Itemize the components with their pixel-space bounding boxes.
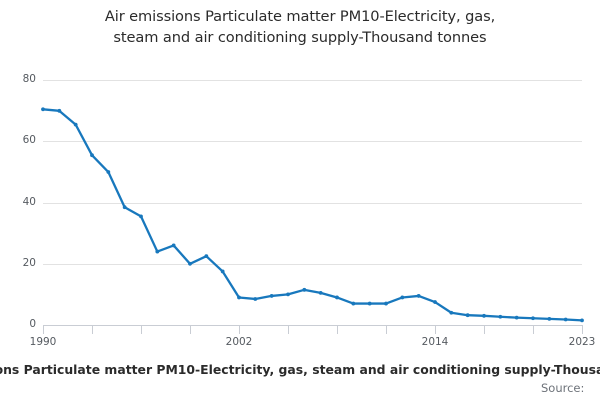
page-title: Air emissions Particulate matter PM10-El… <box>104 8 496 46</box>
data-point-marker <box>57 108 62 113</box>
plot-area <box>43 68 582 325</box>
data-point-marker <box>188 261 192 266</box>
data-point-marker <box>482 313 486 318</box>
data-point-marker <box>220 269 225 274</box>
source-row: Source: <box>0 381 600 399</box>
data-point-marker <box>139 214 143 219</box>
y-tick-label: 40 <box>22 195 36 208</box>
data-point-marker <box>335 295 339 300</box>
x-tick-mark <box>141 325 142 334</box>
data-point-marker <box>465 313 470 318</box>
data-point-marker <box>384 301 388 306</box>
data-point-marker <box>73 122 78 127</box>
data-point-marker <box>367 301 372 306</box>
data-point-marker <box>253 297 258 301</box>
footer-caption: Air emissions Particulate matter PM10-El… <box>0 362 600 382</box>
data-point-marker <box>433 300 437 304</box>
x-tick-mark <box>288 325 289 334</box>
data-point-marker <box>514 315 519 320</box>
footer-caption-text: Air emissions Particulate matter PM10-El… <box>0 362 600 377</box>
data-point-marker <box>580 318 584 323</box>
data-point-marker <box>106 170 111 174</box>
data-point-marker <box>351 301 356 306</box>
data-point-marker <box>563 317 568 322</box>
data-point-marker <box>498 314 503 319</box>
data-point-marker <box>90 153 94 158</box>
series-line <box>41 108 584 322</box>
data-point-marker <box>547 316 552 321</box>
x-tick-mark <box>435 325 436 334</box>
data-point-marker <box>122 205 127 210</box>
y-tick-label: 0 <box>29 318 36 330</box>
x-tick-mark <box>239 325 240 334</box>
x-tick-mark <box>533 325 534 334</box>
x-tick-mark <box>386 325 387 334</box>
data-point-marker <box>449 310 454 315</box>
data-point-marker <box>155 249 160 254</box>
data-point-marker <box>237 295 241 300</box>
data-point-marker <box>400 295 405 300</box>
y-axis-labels: 0 20 40 60 80 <box>0 0 36 400</box>
data-point-marker <box>531 316 535 321</box>
x-tick-label: 2002 <box>225 336 253 348</box>
gridline <box>43 80 582 82</box>
data-point-marker <box>318 290 323 295</box>
y-tick-label: 20 <box>22 256 36 269</box>
y-tick-label: 80 <box>22 73 36 86</box>
x-tick-mark <box>582 325 583 334</box>
x-tick-label: 2014 <box>421 336 449 348</box>
data-point-marker <box>171 243 176 248</box>
gridline <box>43 141 582 143</box>
x-tick-mark <box>92 325 93 334</box>
data-point-marker <box>302 287 307 292</box>
x-tick-label: 2023 <box>568 336 596 348</box>
data-point-marker <box>416 294 421 298</box>
data-point-marker <box>204 254 209 259</box>
x-tick-mark <box>337 325 338 334</box>
data-point-marker <box>286 292 290 297</box>
data-point-marker <box>41 107 45 112</box>
x-tick-mark <box>484 325 485 334</box>
source-label: Source: <box>541 381 585 395</box>
x-axis-labels: 1990 2002 2014 2023 <box>0 325 600 365</box>
x-tick-mark <box>190 325 191 334</box>
x-axis-line <box>43 325 582 326</box>
gridline <box>43 202 582 204</box>
data-point-marker <box>269 294 274 298</box>
gridline <box>43 263 582 265</box>
x-tick-mark <box>43 325 44 334</box>
y-tick-label: 60 <box>22 134 36 147</box>
x-tick-label: 1990 <box>29 336 57 348</box>
